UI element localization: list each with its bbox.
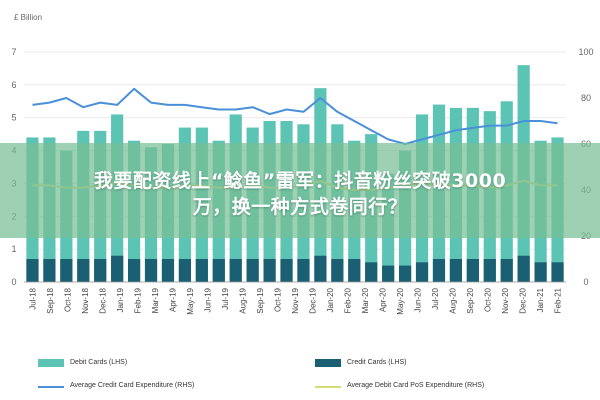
x-tick-label: Feb-19 (134, 287, 143, 313)
bar-credit-cards (500, 259, 513, 282)
bar-credit-cards (195, 259, 208, 282)
bar-credit-cards (212, 259, 225, 282)
bar-credit-cards (483, 259, 496, 282)
bar-credit-cards (43, 259, 56, 282)
bar-credit-cards (94, 259, 107, 282)
bar-credit-cards (466, 259, 479, 282)
x-tick-label: Jan-21 (536, 287, 545, 312)
x-tick-label: Jul-20 (431, 287, 440, 309)
bar-credit-cards (263, 259, 276, 282)
left-tick-label: 1 (11, 244, 16, 254)
bar-credit-cards (178, 259, 192, 282)
left-tick-label: 6 (11, 80, 16, 90)
bar-credit-cards (297, 259, 310, 282)
x-tick-label: Jul-18 (29, 287, 38, 309)
x-tick-label: May-19 (186, 287, 195, 314)
headline-banner[interactable] (0, 143, 600, 238)
left-tick-label: 7 (11, 47, 16, 57)
x-tick-label: Sep-18 (46, 287, 55, 313)
right-tick-label: 100 (578, 47, 593, 57)
bar-credit-cards (314, 255, 327, 282)
bar-credit-cards (398, 265, 412, 282)
x-tick-label: Sep-19 (256, 287, 265, 313)
headline-line-2[interactable]: 万，换一种方式卷同行？ (192, 196, 408, 218)
bar-credit-cards (280, 259, 293, 282)
bar-credit-cards (415, 262, 429, 282)
bar-credit-cards (534, 262, 547, 282)
headline-text[interactable]: 我要配资线上“鲶鱼”雷军：抖音粉丝突破3000 万，换一种方式卷同行？ (10, 168, 590, 220)
x-tick-label: Nov-18 (81, 287, 90, 313)
x-tick-label: Aug-19 (239, 287, 248, 313)
bar-credit-cards (144, 259, 158, 282)
bar-credit-cards (432, 259, 446, 282)
right-tick-label: 0 (583, 277, 588, 287)
x-tick-label: Sep-20 (466, 287, 475, 313)
x-tick-label: Jan-20 (326, 287, 335, 312)
x-tick-label: Jul-19 (221, 287, 230, 309)
bar-credit-cards (161, 259, 175, 282)
x-tick-label: Nov-20 (501, 287, 510, 313)
x-tick-label: Mar-20 (361, 287, 370, 313)
x-tick-label: Apr-20 (378, 287, 387, 312)
bar-credit-cards (60, 259, 73, 282)
x-tick-label: Aug-20 (448, 287, 457, 313)
bar-credit-cards (449, 259, 463, 282)
x-tick-label: Oct-20 (483, 287, 492, 312)
left-tick-label: 5 (11, 113, 16, 123)
bar-credit-cards (77, 259, 90, 282)
x-tick-label: Dec-19 (308, 287, 317, 313)
bar-credit-cards (348, 259, 361, 282)
x-tick-label: May-20 (396, 287, 405, 314)
headline-line-1[interactable]: 我要配资线上“鲶鱼”雷军：抖音粉丝突破3000 (93, 170, 507, 192)
right-tick-label: 80 (581, 93, 591, 103)
bar-credit-cards (246, 259, 259, 282)
x-tick-label: Feb-20 (343, 287, 352, 313)
line-avg-credit-expenditure (32, 87, 558, 145)
x-tick-label: Dec-20 (518, 287, 527, 313)
x-tick-label: Feb-21 (553, 287, 562, 313)
left-axis-unit: £ Billion (14, 13, 42, 22)
bar-credit-cards (365, 262, 378, 282)
bar-credit-cards (26, 259, 39, 282)
x-tick-label: Oct-18 (64, 287, 73, 312)
bar-credit-cards (517, 255, 530, 282)
x-tick-label: Dec-18 (99, 287, 108, 313)
x-tick-label: Mar-19 (151, 287, 160, 313)
x-tick-label: Nov-19 (291, 287, 300, 313)
bar-credit-cards (127, 259, 141, 282)
x-tick-label: Apr-19 (169, 287, 178, 312)
bar-credit-cards (551, 262, 564, 282)
bar-credit-cards (111, 255, 124, 282)
x-tick-label: Jan-19 (116, 287, 125, 312)
bar-credit-cards (331, 259, 344, 282)
left-tick-label: 0 (11, 277, 16, 287)
x-tick-label: Jun-19 (204, 287, 213, 312)
x-tick-label: Oct-19 (274, 287, 283, 312)
bar-credit-cards (229, 259, 242, 282)
bar-credit-cards (382, 265, 395, 282)
x-tick-label: Jun-20 (413, 287, 422, 312)
